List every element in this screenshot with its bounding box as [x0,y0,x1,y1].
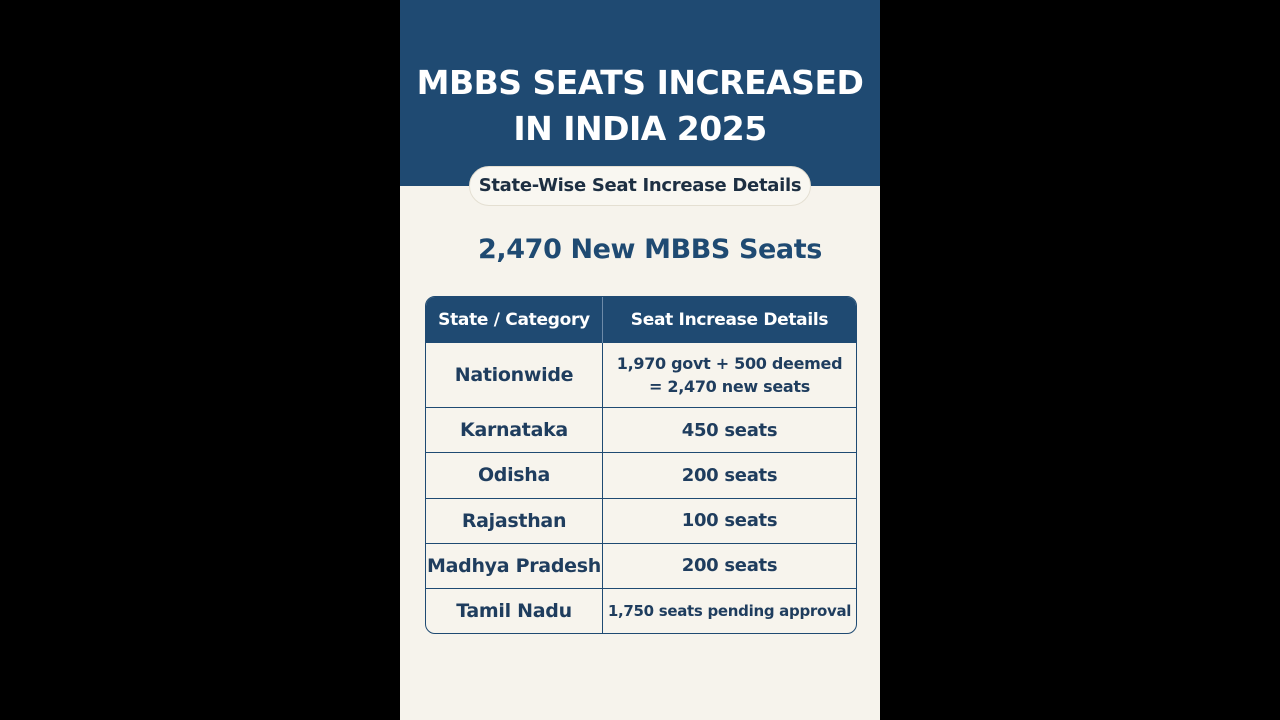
detail-cell: 100 seats [602,497,856,544]
state-cell: Nationwide [426,341,603,408]
table-row: Karnataka 450 seats [426,407,856,453]
infographic-card: MBBS SEATS INCREASED IN INDIA 2025 State… [400,0,880,720]
title-line-1: MBBS SEATS INCREASED [416,63,864,102]
state-cell: Tamil Nadu [426,587,603,633]
table-row: Madhya Pradesh 200 seats [426,542,856,589]
table-row: Nationwide 1,970 govt + 500 deemed = 2,4… [426,341,856,408]
detail-line-1: 1,970 govt + 500 deemed [616,354,843,374]
page-title: MBBS SEATS INCREASED IN INDIA 2025 [400,60,880,152]
seat-table: State / Category Seat Increase Details N… [425,296,857,634]
subtitle-badge: State-Wise Seat Increase Details [469,166,811,206]
table-row: Rajasthan 100 seats [426,497,856,544]
table-header-row: State / Category Seat Increase Details [426,297,856,343]
seat-table-grid: State / Category Seat Increase Details N… [426,297,856,633]
state-cell: Madhya Pradesh [426,542,603,589]
state-cell: Odisha [426,452,603,498]
table-row: Odisha 200 seats [426,452,856,498]
title-line-2: IN INDIA 2025 [513,109,767,148]
detail-cell: 200 seats [602,542,856,589]
headline-total-seats: 2,470 New MBBS Seats [478,234,822,265]
column-header-state: State / Category [426,297,603,343]
detail-cell: 1,750 seats pending approval [602,587,856,633]
detail-cell: 200 seats [602,452,856,498]
state-cell: Karnataka [426,407,603,453]
detail-cell: 450 seats [602,407,856,453]
header-banner [400,0,880,186]
state-cell: Rajasthan [426,497,603,544]
column-header-details: Seat Increase Details [602,297,856,343]
table-row: Tamil Nadu 1,750 seats pending approval [426,587,856,633]
detail-line-2: = 2,470 new seats [649,377,810,397]
detail-cell: 1,970 govt + 500 deemed = 2,470 new seat… [602,341,856,408]
